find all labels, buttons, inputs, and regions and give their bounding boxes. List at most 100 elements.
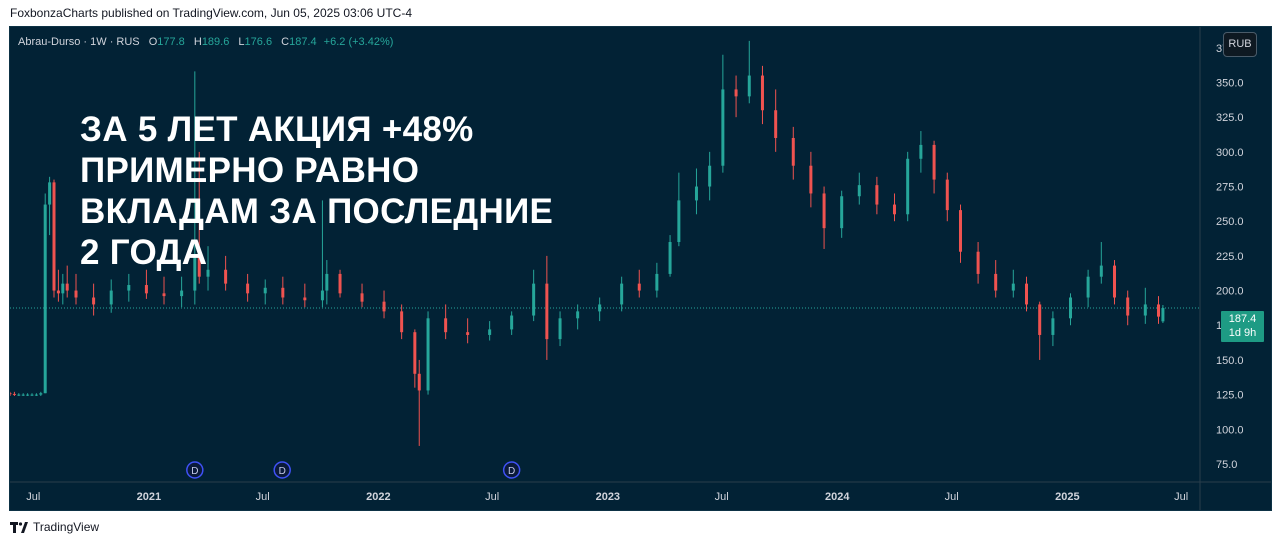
- dividend-marker-label: D: [279, 466, 286, 477]
- candle-body: [721, 89, 725, 166]
- candle-body: [488, 329, 492, 335]
- footer: TradingView: [10, 520, 99, 534]
- candle-body: [637, 283, 641, 291]
- y-tick-label: 75.0: [1216, 459, 1237, 471]
- candle-body: [958, 210, 962, 252]
- candle-body: [994, 273, 998, 291]
- candle-body: [1099, 265, 1103, 277]
- legend-low-label: L: [238, 36, 245, 48]
- candle-body: [320, 290, 324, 301]
- candle-body: [668, 242, 672, 274]
- candle-body: [1038, 304, 1042, 335]
- legend-low: 176.6: [244, 36, 273, 48]
- candle-body: [206, 269, 210, 277]
- candle-body: [224, 269, 228, 284]
- overlay-line-2: ПРИМЕРНО РАВНО: [80, 151, 420, 190]
- candle-body: [263, 287, 267, 294]
- x-tick-label: 2024: [825, 491, 850, 503]
- overlay-headline: ЗА 5 ЛЕТ АКЦИЯ +48% ПРИМЕРНО РАВНО ВКЛАД…: [80, 109, 553, 273]
- candle-body: [734, 89, 738, 97]
- candle-body: [708, 165, 712, 187]
- candle-body: [444, 318, 448, 333]
- candle-body: [655, 273, 659, 291]
- candle-body: [1024, 283, 1028, 305]
- legend-open-label: O: [148, 36, 158, 48]
- candle-body: [400, 311, 404, 333]
- candle-body: [1113, 265, 1117, 298]
- y-tick-label: 200.0: [1216, 286, 1244, 298]
- candle-body: [760, 75, 764, 111]
- candle-body: [426, 318, 430, 391]
- price-chart[interactable]: 375.0350.0325.0300.0275.0250.0225.0200.0…: [10, 27, 1271, 510]
- candle-body: [338, 273, 342, 294]
- x-tick-label: 2022: [366, 491, 390, 503]
- candle-body: [281, 287, 285, 298]
- candle-body: [193, 255, 197, 291]
- x-tick-label: Jul: [256, 491, 270, 503]
- dividend-marker-label: D: [508, 466, 515, 477]
- dividend-marker-label: D: [191, 466, 198, 477]
- candle-body: [840, 196, 844, 229]
- publisher-caption: FoxbonzaCharts published on TradingView.…: [10, 6, 413, 20]
- candle-body: [945, 179, 949, 211]
- currency-button[interactable]: RUB: [1223, 32, 1257, 57]
- candle-body: [1011, 283, 1015, 291]
- y-tick-label: 150.0: [1216, 355, 1244, 367]
- x-tick-label: Jul: [485, 491, 499, 503]
- bar-countdown: 1d 9h: [1228, 327, 1257, 339]
- legend-high-label: H: [193, 36, 202, 48]
- candle-body: [92, 297, 96, 305]
- candle-body: [598, 304, 602, 312]
- candle-body: [747, 75, 751, 97]
- candle-body: [466, 332, 470, 335]
- candle-body: [809, 165, 813, 194]
- candle-body: [857, 185, 861, 197]
- candle-body: [791, 137, 795, 166]
- candle-body: [56, 290, 60, 294]
- legend-high: 189.6: [201, 36, 230, 48]
- candle-body: [1126, 297, 1130, 316]
- y-tick-label: 300.0: [1216, 147, 1244, 159]
- dividend-marker-icon: [273, 461, 291, 479]
- candle-body: [303, 297, 307, 301]
- dividend-marker-icon: [186, 461, 204, 479]
- candle-body: [360, 293, 364, 302]
- x-tick-label: Jul: [26, 491, 40, 503]
- candle-body: [325, 273, 329, 291]
- legend-open: 177.8: [157, 36, 185, 48]
- legend-close: 187.4: [289, 36, 317, 48]
- candle-body: [48, 182, 52, 205]
- candle-body: [10, 393, 12, 395]
- footer-brand[interactable]: TradingView: [33, 520, 100, 534]
- chart-frame[interactable]: 375.0350.0325.0300.0275.0250.0225.0200.0…: [9, 26, 1272, 511]
- candle-body: [30, 394, 34, 396]
- candle-body: [932, 144, 936, 180]
- candle-body: [17, 394, 21, 396]
- candle-body: [510, 315, 514, 330]
- last-price-value: 187.4: [1228, 313, 1257, 325]
- candle-body: [1157, 304, 1161, 317]
- candle-body: [1051, 318, 1055, 335]
- x-tick-label: 2025: [1055, 491, 1079, 503]
- dividend-marker-icon: [502, 461, 521, 479]
- x-tick-label: Jul: [1174, 491, 1188, 503]
- overlay-line-3: ВКЛАДАМ ЗА ПОСЛЕДНИЕ: [80, 192, 554, 231]
- candle-body: [1069, 297, 1073, 319]
- legend-change: +6.2 (+3.42%): [323, 36, 394, 48]
- candle-body: [26, 394, 30, 396]
- legend-close-label: C: [281, 36, 290, 48]
- y-tick-label: 350.0: [1216, 77, 1244, 89]
- candle-body: [892, 204, 896, 215]
- legend-symbol: Abrau-Durso · 1W · RUS: [18, 36, 140, 48]
- candle-body: [382, 301, 386, 312]
- x-tick-label: Jul: [945, 491, 959, 503]
- y-tick-label: 225.0: [1216, 251, 1244, 263]
- candle-body: [43, 204, 47, 394]
- x-tick-label: Jul: [715, 491, 729, 503]
- candle-body: [919, 144, 923, 159]
- candle-body: [822, 193, 826, 229]
- y-tick-label: 250.0: [1216, 216, 1244, 228]
- candle-body: [61, 283, 65, 294]
- candle-body: [417, 373, 421, 391]
- y-tick-label: 275.0: [1216, 182, 1244, 194]
